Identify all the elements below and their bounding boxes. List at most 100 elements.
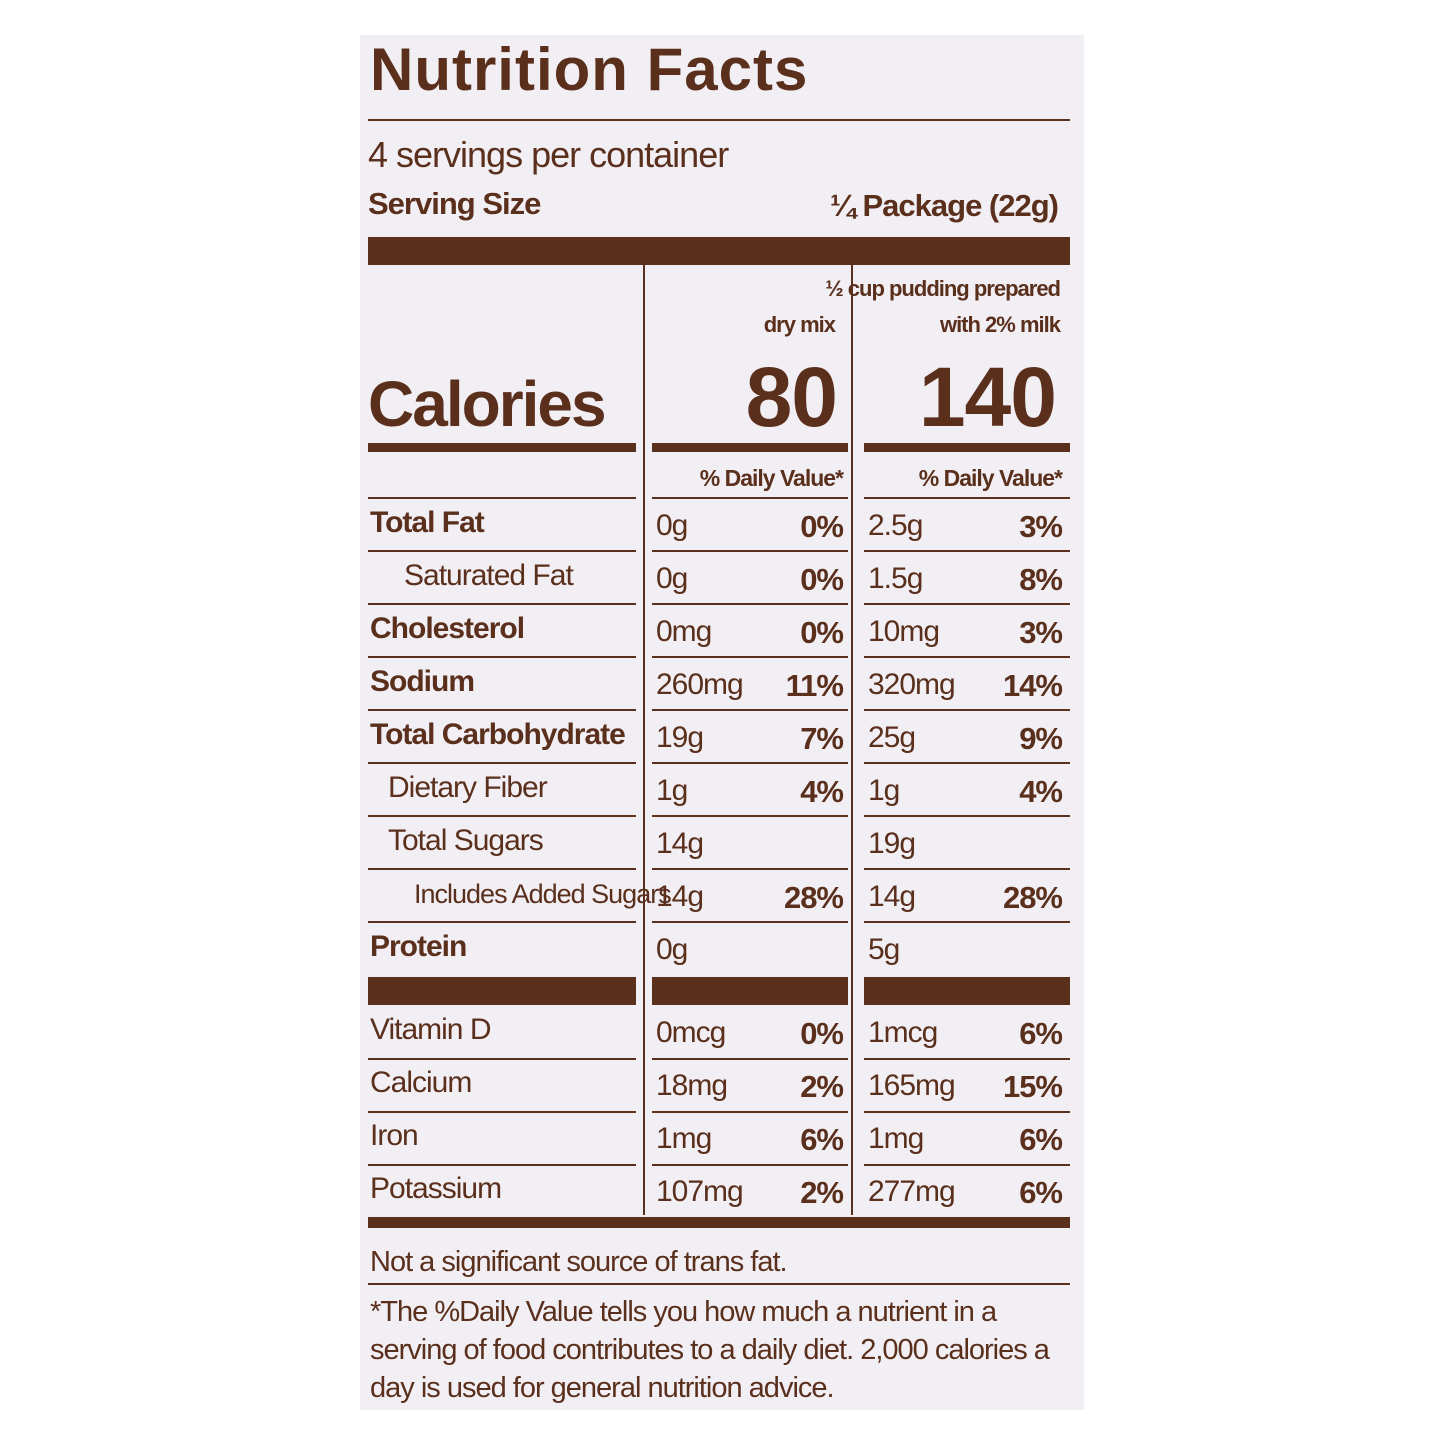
rule	[368, 1164, 636, 1166]
rule	[652, 656, 848, 658]
amount: 1mcg	[868, 1016, 938, 1049]
rule	[864, 550, 1070, 552]
nutrient-name: Iron	[370, 1119, 419, 1152]
rule	[368, 550, 636, 552]
rule	[368, 497, 636, 499]
calories-value: 140	[918, 350, 1057, 444]
rule	[864, 603, 1070, 605]
dv-header: % Daily Value*	[918, 464, 1063, 491]
amount: 1mg	[656, 1122, 712, 1155]
amount: 1g	[868, 774, 900, 807]
rule	[368, 815, 636, 817]
thick-bar	[368, 977, 636, 1005]
daily-value: 3%	[1019, 508, 1063, 544]
daily-value: 15%	[1002, 1068, 1063, 1104]
daily-value: 6%	[1019, 1015, 1063, 1051]
amount: 2.5g	[868, 509, 923, 542]
column-header: ½ cup pudding prepared	[825, 276, 1061, 301]
amount: 0g	[656, 562, 688, 595]
rule	[652, 1111, 848, 1113]
rule	[652, 709, 848, 711]
nutrient-name: Potassium	[370, 1172, 502, 1205]
amount: 1.5g	[868, 562, 923, 595]
amount: 107mg	[656, 1175, 744, 1208]
rule	[368, 119, 1070, 121]
daily-value: 6%	[1019, 1121, 1063, 1157]
daily-value: 7%	[800, 720, 844, 756]
daily-value: 9%	[1019, 720, 1063, 756]
dv-header: % Daily Value*	[699, 464, 844, 491]
nutrient-name: Total Fat	[370, 506, 485, 539]
column-header: with 2% milk	[939, 312, 1061, 337]
rule	[652, 868, 848, 870]
nutrient-name: Total Sugars	[388, 824, 544, 857]
amount: 0mg	[656, 615, 712, 648]
column-header: dry mix	[763, 312, 836, 337]
calories-value: 80	[745, 350, 838, 444]
amount: 1mg	[868, 1122, 924, 1155]
rule	[652, 921, 848, 923]
amount: 25g	[868, 721, 916, 754]
thick-bar	[368, 237, 1070, 265]
amount: 18mg	[656, 1069, 728, 1102]
amount: 260mg	[656, 668, 744, 701]
nutrient-name: Total Carbohydrate	[370, 718, 626, 751]
amount: 1g	[656, 774, 688, 807]
thick-bar	[864, 977, 1070, 1005]
thick-bar	[652, 977, 848, 1005]
amount: 165mg	[868, 1069, 956, 1102]
nutrient-name: Protein	[370, 930, 467, 963]
serving-size-label: Serving Size	[368, 186, 541, 221]
daily-value: 4%	[800, 773, 844, 809]
rule	[652, 815, 848, 817]
amount: 320mg	[868, 668, 956, 701]
daily-value: 4%	[1019, 773, 1063, 809]
amount: 0mcg	[656, 1016, 726, 1049]
daily-value: 0%	[800, 561, 844, 597]
nutrient-name: Includes Added Sugars	[414, 878, 672, 909]
rule	[368, 603, 636, 605]
nutrient-name: Sodium	[370, 665, 475, 698]
nutrient-name: Cholesterol	[370, 612, 525, 645]
amount: 277mg	[868, 1175, 956, 1208]
thick-rule	[368, 443, 636, 452]
daily-value: 28%	[783, 879, 844, 915]
rule	[652, 550, 848, 552]
rule	[368, 656, 636, 658]
daily-value: 6%	[800, 1121, 844, 1157]
rule	[368, 709, 636, 711]
daily-value: 2%	[800, 1174, 844, 1210]
rule	[652, 1164, 848, 1166]
thick-rule	[864, 443, 1070, 452]
rule	[652, 497, 848, 499]
rule	[864, 762, 1070, 764]
rule	[368, 762, 636, 764]
nutrient-name: Vitamin D	[370, 1013, 491, 1046]
amount: 0g	[656, 933, 688, 966]
nutrient-name: Dietary Fiber	[388, 771, 548, 804]
daily-value: 0%	[800, 1015, 844, 1051]
serving-size-value: ¼ Package (22g)	[830, 188, 1059, 223]
nutrient-name: Saturated Fat	[404, 559, 574, 592]
rule	[652, 762, 848, 764]
title: Nutrition Facts	[370, 36, 809, 103]
daily-value: 6%	[1019, 1174, 1063, 1210]
rule	[864, 1058, 1070, 1060]
amount: 19g	[656, 721, 704, 754]
calories-label: Calories	[368, 368, 607, 440]
thick-rule	[368, 1217, 1070, 1228]
footnote: *The %Daily Value tells you how much a n…	[370, 1296, 1050, 1404]
thick-rule	[652, 443, 848, 452]
daily-value: 8%	[1019, 561, 1063, 597]
amount: 14g	[656, 880, 704, 913]
rule	[864, 815, 1070, 817]
footnote: Not a significant source of trans fat.	[370, 1246, 788, 1278]
amount: 14g	[868, 880, 916, 913]
rule	[864, 709, 1070, 711]
daily-value: 11%	[785, 667, 844, 703]
daily-value: 3%	[1019, 614, 1063, 650]
rule	[368, 921, 636, 923]
rule	[864, 1164, 1070, 1166]
daily-value: 14%	[1002, 667, 1063, 703]
